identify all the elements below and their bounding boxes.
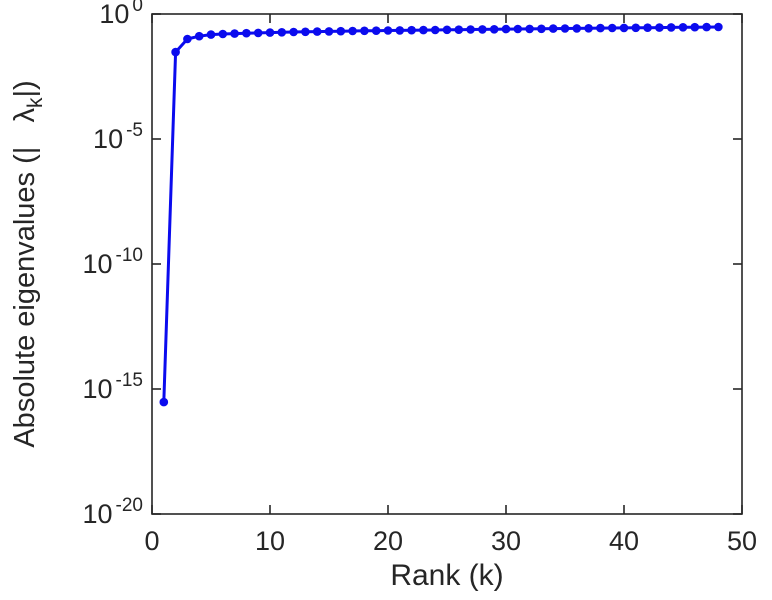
data-point [242,28,251,38]
data-point [537,24,546,34]
data-point [643,23,652,32]
data-point [678,23,688,32]
data-point [513,24,523,34]
x-tick-label: 30 [491,526,521,556]
axes-box [151,13,743,515]
data-point [407,25,416,35]
y-tick-label: 10 -10 [82,245,143,279]
data-point [714,22,723,32]
data-point [572,24,582,33]
data-point [265,28,275,37]
data-point [584,24,593,33]
data-point [383,26,393,35]
data-point [301,27,310,37]
data-point [501,24,511,34]
y-axis-label-main: Absolute eigenvalues (| λ [9,108,41,448]
data-point [348,26,357,36]
data-point [442,25,452,35]
data-point [489,25,499,34]
data-point [560,24,570,33]
data-point [312,27,322,36]
data-point [666,23,676,32]
y-axis-label-subscript: k [24,97,47,108]
data-point [607,23,617,33]
data-point [183,34,192,44]
x-axis-label: Rank (k) [390,559,503,592]
data-point [395,26,405,35]
data-point [171,47,180,57]
data-point [218,29,228,39]
data-point [194,31,204,41]
y-tick-label: 10 -5 [93,120,143,154]
y-tick-label: 10 -15 [82,370,143,404]
data-point [690,22,700,32]
x-tick-label: 20 [373,526,403,556]
data-point [702,22,711,32]
x-tick-label: 50 [727,526,757,556]
y-tick-label: 10 0 [99,0,143,29]
data-point [525,24,534,34]
data-point [206,30,216,39]
x-tick-label: 40 [609,526,639,556]
data-point [336,26,346,36]
data-point [277,28,287,37]
x-tick-label: 10 [255,526,285,556]
data-point [419,25,428,35]
y-tick-label: 10 -20 [82,495,143,529]
data-point [548,24,558,33]
x-tick-label: 0 [144,526,159,556]
data-point [360,26,369,36]
data-point [454,25,464,34]
data-point [478,25,487,34]
data-point [619,23,629,33]
data-point [430,25,440,35]
data-point [230,29,239,38]
data-point [159,397,169,407]
data-point [371,26,381,35]
data-point [655,23,664,32]
data-point [631,23,641,33]
data-point [466,25,475,34]
data-point [324,27,334,36]
y-axis-label-close: |) [9,80,41,97]
data-point [253,28,263,38]
y-axis-label: Absolute eigenvalues (| λk|) [9,80,47,447]
data-point [596,23,605,33]
data-point [289,27,298,37]
